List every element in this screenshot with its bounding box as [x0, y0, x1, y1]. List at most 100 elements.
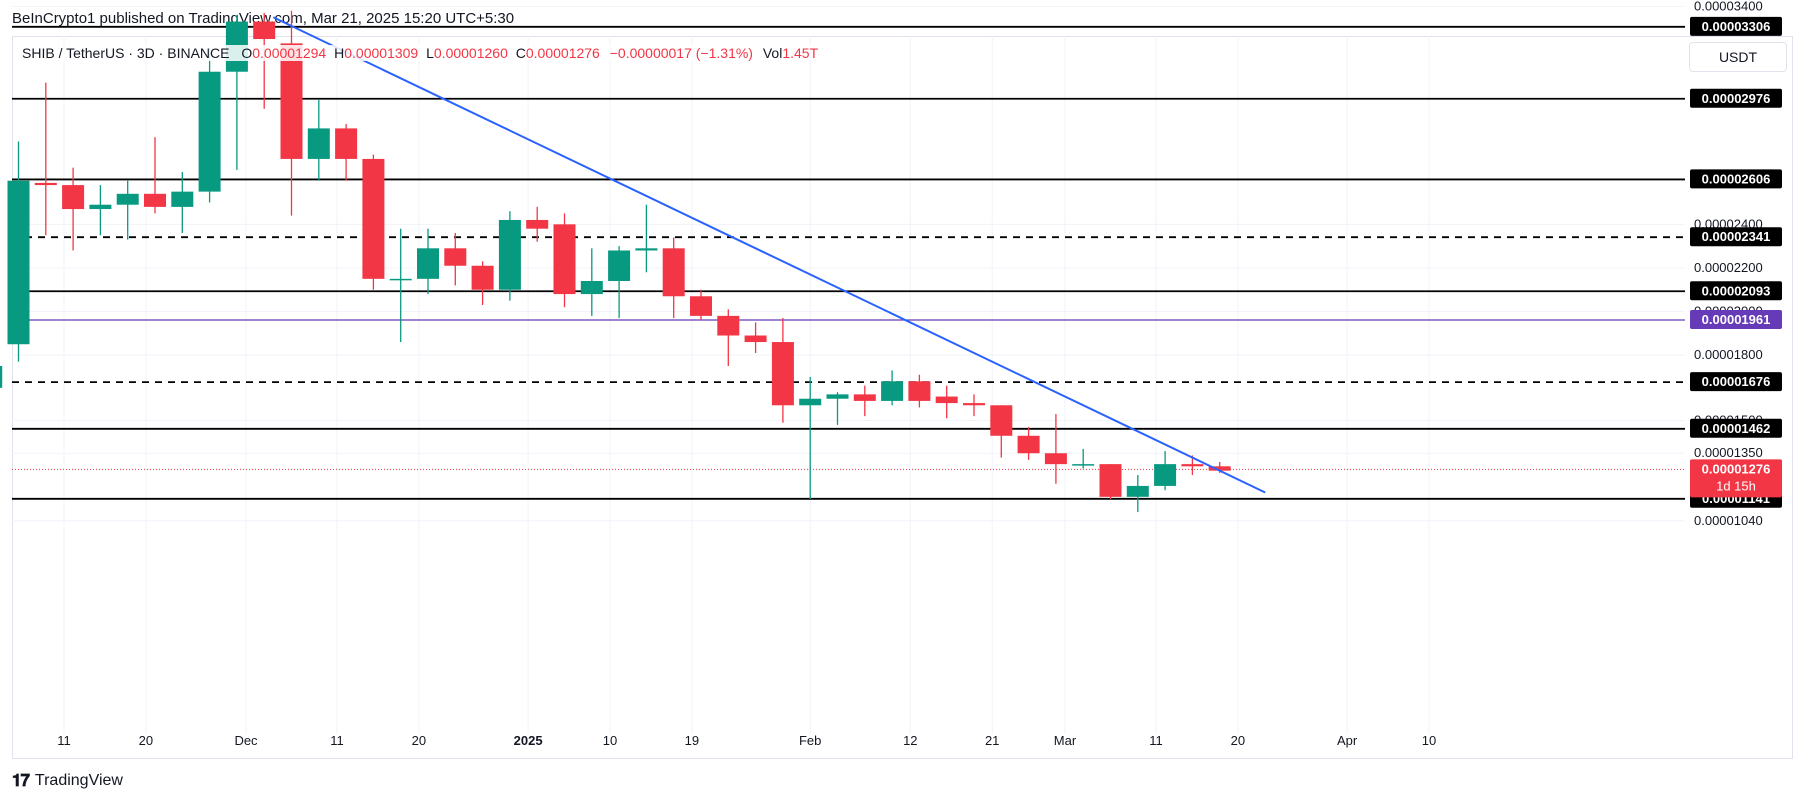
candle-body: [771, 342, 794, 406]
candle-up: [580, 248, 603, 316]
candle-down: [690, 289, 712, 321]
candle-up: [198, 47, 221, 203]
price-label-text: 0.00001676: [1702, 374, 1771, 389]
candle-up: [1072, 448, 1095, 469]
candle-down: [34, 82, 57, 236]
candle-down: [335, 124, 358, 181]
price-label-box: [1690, 310, 1782, 330]
price-label-box: [1690, 459, 1782, 498]
x-axis-tick-label: 11: [57, 733, 71, 748]
price-label-text: 0.00002976: [1702, 91, 1771, 106]
candle-body: [1099, 464, 1122, 497]
candle-down: [908, 374, 931, 408]
price-label-box: [1690, 281, 1782, 301]
candle-down: [144, 137, 166, 214]
candle-down: [362, 154, 385, 290]
candle-up: [1126, 475, 1149, 513]
candle-up: [0, 366, 3, 388]
x-axis-tick-label: 20: [139, 733, 153, 748]
candle-body: [0, 366, 3, 388]
candle-body: [717, 315, 740, 336]
candle-body: [881, 381, 904, 401]
candle-up: [7, 141, 30, 362]
candle-up: [171, 172, 194, 234]
candle-body: [1044, 453, 1067, 465]
candle-body: [799, 398, 822, 406]
candle-body: [935, 396, 958, 404]
price-label-text: 0.00001462: [1702, 421, 1771, 436]
candle-body: [144, 193, 166, 207]
candle-body: [171, 191, 194, 207]
candle-up: [635, 204, 658, 273]
publisher-caption: BeInCrypto1 published on TradingView.com…: [12, 10, 515, 27]
candle-body: [526, 219, 549, 229]
price-label-box: [1690, 418, 1782, 438]
x-axis-tick-label: Feb: [799, 733, 821, 748]
candle-up: [1154, 451, 1177, 491]
price-label-box: [1690, 372, 1782, 392]
price-label-text: 0.00002341: [1702, 229, 1771, 244]
candle-body: [1017, 435, 1040, 454]
tradingview-logo-icon: 𝟏𝟕: [12, 771, 30, 790]
tradingview-logo[interactable]: 𝟏𝟕 TradingView: [12, 771, 123, 791]
candle-up: [608, 246, 631, 319]
candle-down: [280, 10, 303, 216]
candle-down: [471, 261, 494, 305]
candle-body: [89, 204, 112, 210]
change-value: −0.00000017 (−1.31%): [609, 45, 753, 61]
x-axis-tick-label: 11: [330, 733, 344, 748]
y-axis-tick-label: 0.00003400: [1694, 0, 1763, 13]
candle-body: [1181, 464, 1204, 467]
y-axis-tick-label: 0.00002200: [1694, 260, 1763, 275]
horizontal-levels: [12, 25, 1685, 500]
symbol-legend: SHIB / TetherUS · 3D · BINANCE O0.000012…: [22, 45, 819, 61]
volume-label: Vol: [762, 45, 783, 61]
candle-body: [62, 185, 85, 210]
candle-body: [963, 403, 985, 406]
candle-down: [935, 385, 958, 419]
x-axis-tick-label: 10: [1422, 733, 1436, 748]
candle-body: [471, 265, 494, 290]
candle-body: [1154, 464, 1177, 486]
candle-up: [225, 15, 248, 170]
candle-body: [7, 180, 30, 345]
volume-value: 1.45T: [782, 45, 819, 61]
x-axis-tick-label: 20: [1231, 733, 1245, 748]
candle-body: [990, 405, 1013, 436]
open-value: 0.00001294: [252, 45, 327, 61]
candle-body: [389, 278, 412, 281]
candle-down: [662, 237, 685, 319]
countdown-label: 1d 15h: [1716, 478, 1756, 493]
candle-up: [417, 228, 439, 295]
x-axis-tick-label: Mar: [1054, 733, 1077, 748]
candle-body: [826, 394, 849, 399]
candle-down: [526, 206, 549, 242]
candle-down: [62, 167, 85, 251]
price-label-text: 0.00002093: [1702, 283, 1771, 298]
candle-body: [498, 219, 521, 290]
symbol-name[interactable]: SHIB / TetherUS · 3D · BINANCE: [22, 45, 230, 61]
level-price-label: 0.00001676: [1690, 372, 1782, 392]
currency-button[interactable]: USDT: [1689, 42, 1787, 72]
candle-body: [280, 43, 303, 159]
chart-panel[interactable]: [12, 36, 1793, 759]
price-label-text: 0.00002606: [1702, 171, 1771, 186]
candle-body: [553, 224, 576, 295]
candle-up: [799, 376, 822, 500]
x-axis-tick-label: 21: [985, 733, 999, 748]
candle-body: [362, 158, 385, 279]
candle-up: [881, 370, 904, 406]
candle-body: [744, 335, 767, 343]
candle-body: [908, 381, 931, 401]
high-value: 0.00001309: [344, 45, 419, 61]
candle-body: [335, 128, 358, 159]
x-axis-tick-label: 19: [685, 733, 699, 748]
y-axis-tick-label: 0.00001800: [1694, 347, 1763, 362]
grid-layer: [12, 5, 1685, 734]
y-axis-tick-label: 0.00001040: [1694, 513, 1763, 528]
candle-body: [853, 394, 876, 401]
candle-up: [116, 180, 139, 240]
level-price-label: 0.00002341: [1690, 227, 1782, 247]
level-price-label: 0.00002976: [1690, 88, 1782, 108]
